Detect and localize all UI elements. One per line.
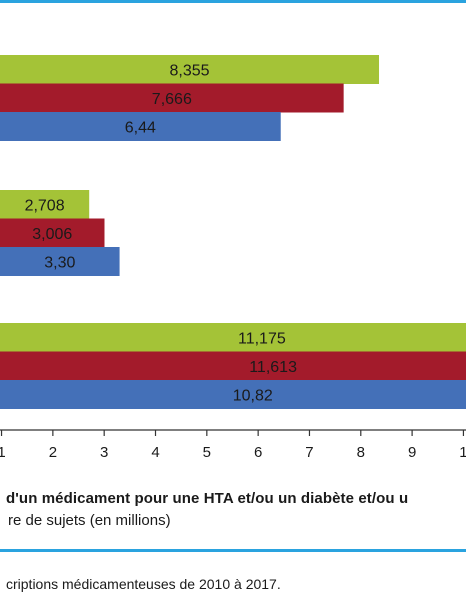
bar-value-label: 10,82 [233,387,273,404]
bar-g3-2 [0,351,466,381]
top-rule [0,0,466,3]
bar-g1-3 [0,112,281,141]
x-tick-label: 3 [100,444,108,461]
x-axis-label: d'un médicament pour une HTA et/ou un di… [6,490,409,507]
x-tick-label: 5 [203,444,211,461]
x-tick-label: 2 [49,444,57,461]
bar-g1-1 [0,55,380,84]
x-tick-label: 7 [305,444,313,461]
bar-value-label: 6,44 [125,119,156,136]
bar-value-label: 7,666 [152,91,192,108]
bar-value-label: 11,613 [249,359,297,376]
bar-chart: 8,355 7,666 6,44 2,708 3,006 3,30 11,175 11,613… [0,55,466,461]
x-tick-label: 9 [408,444,416,461]
bar-g2-1 [0,190,90,219]
x-tick-label: 1 [459,444,466,461]
x-tick-label: 8 [357,444,365,461]
bar-value-label: 3,30 [44,254,75,271]
y-axis-label: re de sujets (en millions) [8,512,171,529]
bar-g3-1 [0,323,466,352]
bar-value-label: 3,006 [32,226,72,243]
bar-g2-3 [0,247,120,276]
bar-value-label: 2,708 [25,197,65,214]
x-tick-label: 6 [254,444,262,461]
bar-g1-2 [0,83,344,113]
bottom-rule [0,549,466,552]
x-tick-label: 1 [0,444,6,461]
bar-g2-2 [0,218,105,248]
source-note: criptions médicamenteuses de 2010 à 2017… [6,576,281,592]
bar-value-label: 11,175 [238,330,286,347]
bar-g3-3 [0,380,466,409]
x-tick-label: 4 [151,444,159,461]
bar-value-label: 8,355 [169,62,209,79]
